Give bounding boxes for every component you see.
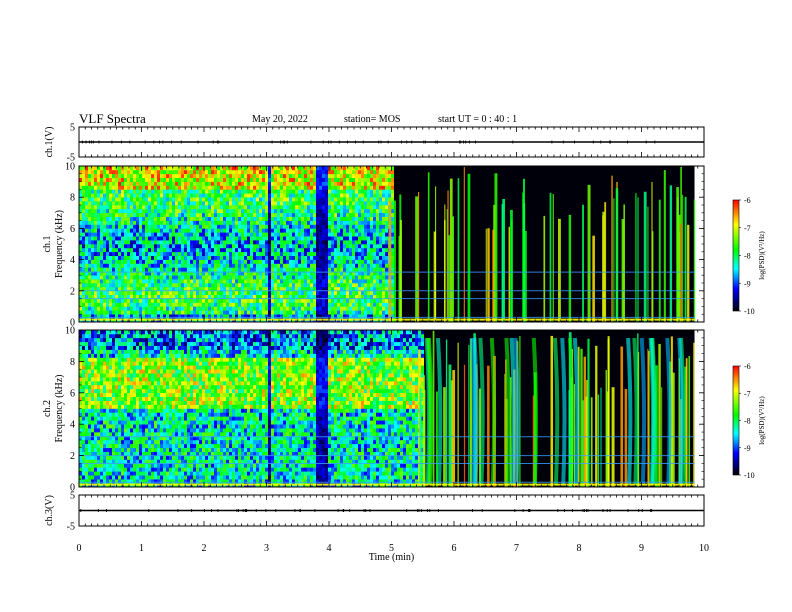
y-axis-label: Frequency (kHz) [54, 374, 65, 442]
colorbar-tick-label: -10 [744, 307, 755, 316]
y-tick-label: 4 [70, 255, 75, 266]
y-axis-label: ch.3(V) [44, 495, 55, 526]
y-tick-label: 6 [70, 388, 75, 399]
colorbar-tick-label: -6 [744, 196, 751, 205]
colorbar-label: log(PSD)(V²/Hz) [758, 231, 766, 280]
colorbar-label: log(PSD)(V²/Hz) [758, 396, 766, 445]
spectrogram-nodata [694, 166, 704, 322]
y-tick-label: 4 [70, 420, 75, 431]
y-tick-label: 2 [70, 286, 75, 297]
colorbar-tick-label: -7 [744, 389, 751, 398]
x-tick-label: 5 [389, 543, 394, 554]
y-tick-label: 2 [70, 451, 75, 462]
spectrogram-nodata [694, 330, 704, 487]
colorbar [732, 365, 740, 476]
x-tick-label: 10 [699, 543, 709, 554]
colorbar-tick-label: -8 [744, 252, 751, 261]
y-tick-label: -5 [67, 153, 75, 164]
y-tick-label: -5 [67, 522, 75, 533]
colorbar-tick-label: -8 [744, 417, 751, 426]
y-tick-label: 8 [70, 357, 75, 368]
colorbar [732, 199, 740, 312]
colorbar-tick-label: -9 [744, 444, 751, 453]
date-label: May 20, 2022 [252, 114, 308, 125]
colorbar-tick-label: -10 [744, 471, 755, 480]
spectrogram-ch1 [79, 166, 704, 323]
y-tick-label: 0 [70, 483, 75, 494]
colorbar-tick-label: -7 [744, 224, 751, 233]
y-tick-label: 5 [70, 123, 75, 134]
x-tick-label: 9 [639, 543, 644, 554]
colorbar-tick-label: -6 [744, 362, 751, 371]
x-tick-label: 1 [139, 543, 144, 554]
y-axis-label: ch.2 [42, 400, 53, 417]
x-tick-label: 7 [514, 543, 519, 554]
y-axis-label: Frequency (kHz) [54, 210, 65, 278]
x-tick-label: 4 [327, 543, 332, 554]
chart-title: VLF Spectra [79, 111, 146, 126]
spectrogram-ch2 [79, 330, 704, 488]
colorbar-tick-label: -9 [744, 279, 751, 288]
x-tick-label: 2 [202, 543, 207, 554]
station-label: station= MOS [344, 114, 401, 125]
x-tick-label: 3 [264, 543, 269, 554]
y-tick-label: 8 [70, 193, 75, 204]
y-axis-label: ch.1 [42, 236, 53, 253]
y-tick-label: 6 [70, 224, 75, 235]
start-time-label: start UT = 0 : 40 : 1 [438, 114, 518, 125]
y-tick-label: 10 [65, 326, 75, 337]
y-axis-label: ch.1(V) [44, 127, 55, 158]
x-tick-label: 8 [577, 543, 582, 554]
y-tick-label: 10 [65, 162, 75, 173]
x-tick-label: 6 [452, 543, 457, 554]
x-tick-label: 0 [77, 543, 82, 554]
y-tick-label: 5 [70, 491, 75, 502]
x-axis-label: Time (min) [369, 552, 414, 563]
y-tick-label: 0 [70, 318, 75, 329]
